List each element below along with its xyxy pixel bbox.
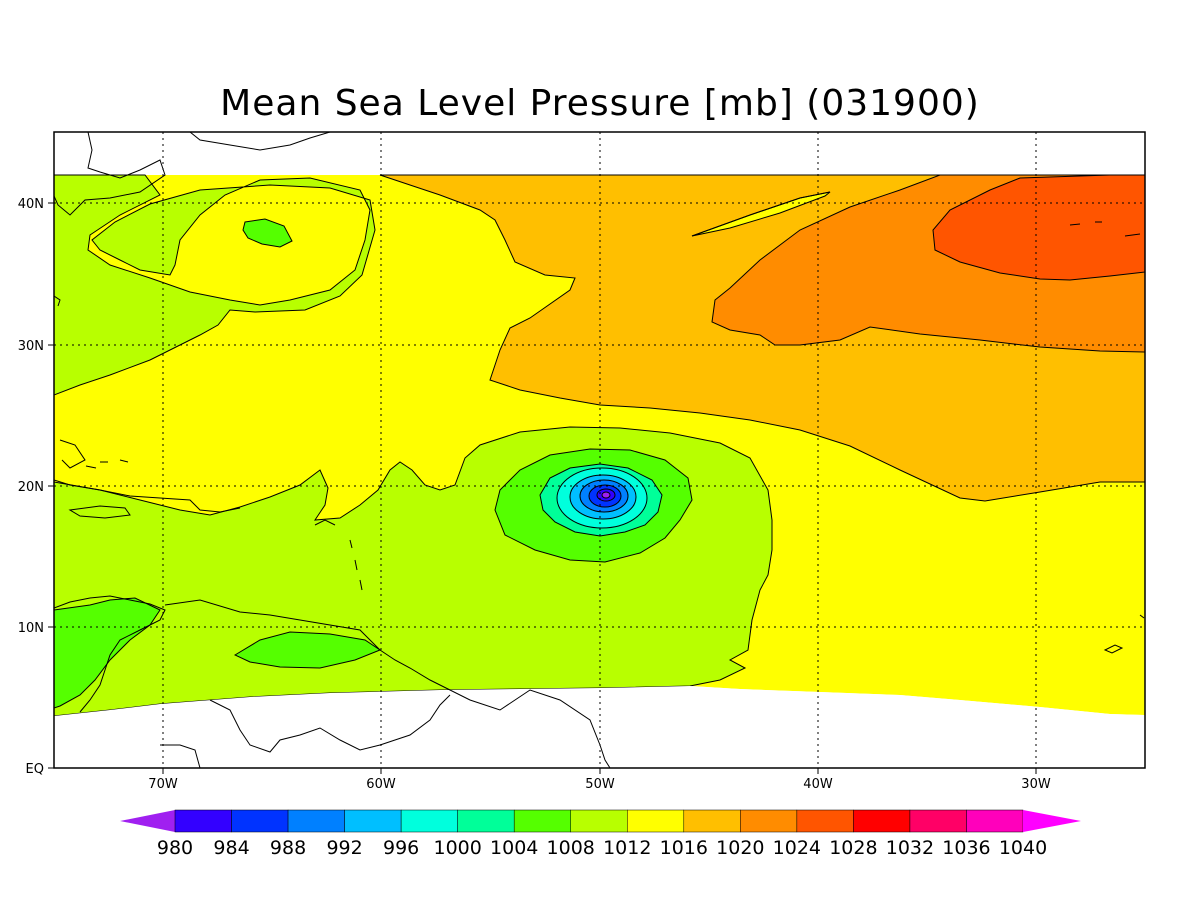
colorbar-label: 1020: [716, 837, 764, 859]
colorbar: 980 984 988 992 996 1000 1004 1008 1012 1016 1020 1…: [120, 809, 1081, 859]
colorbar-label: 984: [213, 837, 249, 859]
lat-label-30n: 30N: [18, 339, 44, 354]
colorbar-label: 1032: [886, 837, 934, 859]
colorbar-box: [400, 809, 458, 833]
colorbar-label: 1028: [829, 837, 877, 859]
colorbar-label: 1036: [942, 837, 990, 859]
lon-label-70w: 70W: [148, 777, 178, 792]
graticule: [54, 132, 1145, 768]
lon-label-40w: 40W: [803, 777, 833, 792]
colorbar-label: 980: [157, 837, 193, 859]
colorbar-box: [513, 809, 571, 833]
colorbar-box: [344, 809, 402, 833]
axis-ticks: [48, 202, 1037, 774]
lat-label-eq: EQ: [26, 762, 44, 777]
colorbar-box: [174, 809, 232, 833]
colorbar-arrow-low: [120, 810, 175, 832]
plot-area: [54, 132, 1145, 768]
colorbar-label: 996: [383, 837, 419, 859]
colorbar-label: 1008: [547, 837, 595, 859]
lon-label-60w: 60W: [366, 777, 396, 792]
colorbar-box: [853, 809, 911, 833]
lat-label-40n: 40N: [18, 197, 44, 212]
latitude-labels: EQ 10N 20N 30N 40N: [18, 197, 44, 777]
colorbar-arrow-high: [1023, 810, 1081, 832]
colorbar-label: 1024: [773, 837, 821, 859]
map-title: Mean Sea Level Pressure [mb] (031900): [220, 83, 980, 124]
colorbar-label: 1000: [433, 837, 481, 859]
colorbar-box: [287, 809, 345, 833]
colorbar-label: 1012: [603, 837, 651, 859]
lat-label-20n: 20N: [18, 480, 44, 495]
colorbar-box: [966, 809, 1024, 833]
colorbar-box: [457, 809, 515, 833]
colorbar-box: [570, 809, 628, 833]
lon-label-50w: 50W: [585, 777, 615, 792]
colorbar-label: 992: [326, 837, 362, 859]
colorbar-label: 1040: [999, 837, 1047, 859]
colorbar-box: [627, 809, 685, 833]
coastlines: [54, 132, 1145, 768]
contour-fill-1024: [932, 174, 1145, 281]
lon-label-30w: 30W: [1021, 777, 1051, 792]
colorbar-label: 1004: [490, 837, 538, 859]
lat-label-10n: 10N: [18, 621, 44, 636]
colorbar-box: [740, 809, 798, 833]
colorbar-box: [909, 809, 967, 833]
longitude-labels: 70W 60W 50W 40W 30W: [148, 777, 1051, 792]
colorbar-label: 988: [270, 837, 306, 859]
colorbar-box: [231, 809, 289, 833]
colorbar-box: [796, 809, 854, 833]
contour-fill-1004-nw: [242, 218, 293, 248]
contour-fill-1008-west: [54, 174, 376, 396]
hurricane-low: [494, 448, 693, 563]
colorbar-label: 1016: [660, 837, 708, 859]
colorbar-box: [683, 809, 741, 833]
contour-fill-1004-west: [54, 597, 161, 709]
